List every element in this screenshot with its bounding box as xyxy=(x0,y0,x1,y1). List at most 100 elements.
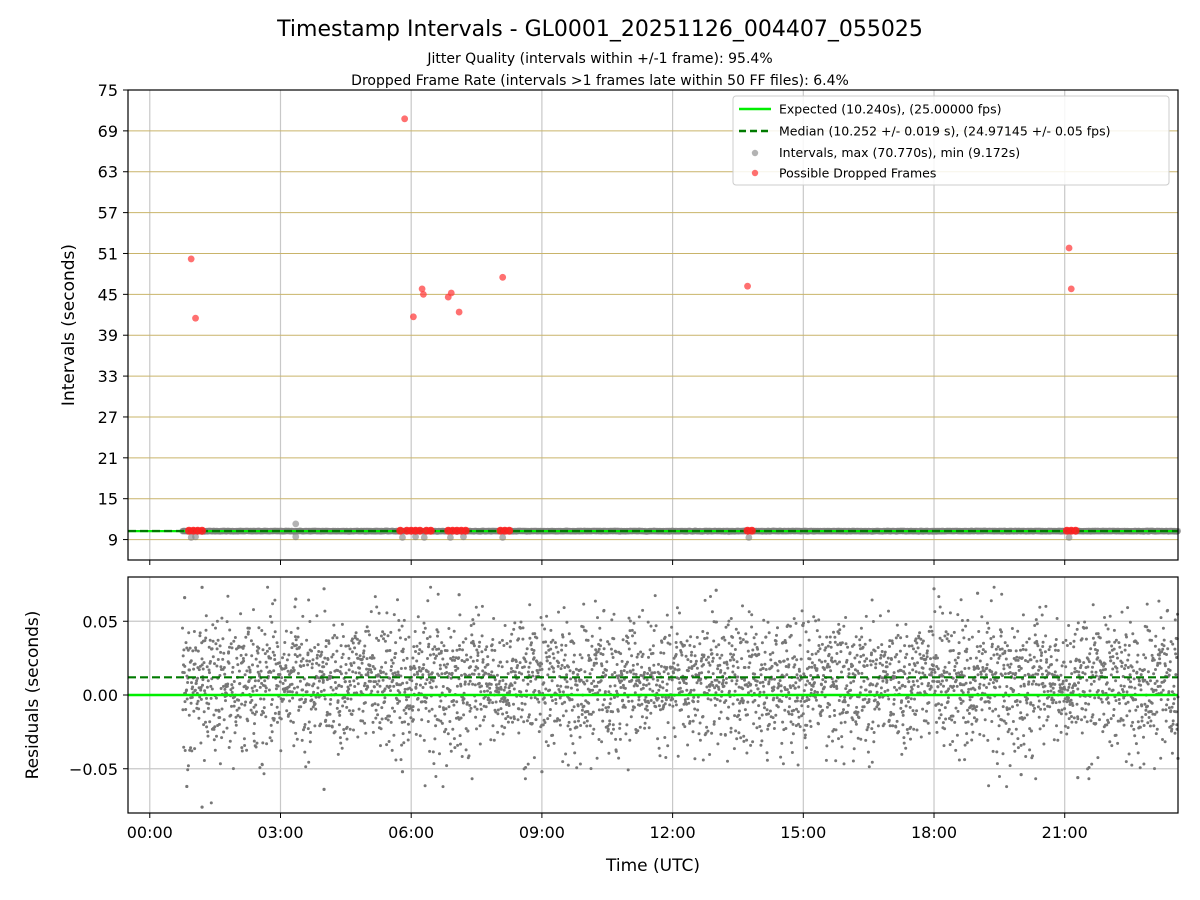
residual-point xyxy=(904,746,908,750)
residual-point xyxy=(718,656,722,660)
residual-point xyxy=(676,754,680,758)
residual-point xyxy=(607,642,611,646)
residual-point xyxy=(524,766,528,769)
residual-point xyxy=(396,598,399,602)
interval-point xyxy=(447,534,454,541)
residual-point xyxy=(828,640,832,644)
residual-point xyxy=(616,676,620,680)
residual-point xyxy=(358,666,362,670)
residual-point xyxy=(865,664,869,667)
residual-point xyxy=(497,664,501,668)
residual-point xyxy=(527,713,531,717)
residual-point xyxy=(629,715,633,719)
residual-point xyxy=(797,685,801,689)
residual-point xyxy=(554,645,558,649)
residual-point xyxy=(678,681,682,685)
residual-point xyxy=(540,623,544,627)
residual-point xyxy=(648,687,652,691)
residual-point xyxy=(651,644,655,648)
residual-point xyxy=(610,652,614,656)
residual-point xyxy=(687,666,691,670)
residual-point xyxy=(721,681,725,685)
residual-point xyxy=(532,649,536,652)
residual-point xyxy=(559,667,563,671)
residual-point xyxy=(223,672,227,676)
residual-point xyxy=(292,686,296,690)
residual-point xyxy=(687,701,691,705)
residual-point xyxy=(900,752,904,756)
residual-point xyxy=(425,696,429,700)
interval-point xyxy=(292,533,300,541)
residual-point xyxy=(405,698,408,702)
residual-point xyxy=(862,653,865,657)
residual-point xyxy=(294,643,298,647)
residual-point xyxy=(851,664,855,668)
residual-point xyxy=(200,657,204,661)
residual-point xyxy=(738,636,742,640)
residual-point xyxy=(426,599,430,603)
residual-point xyxy=(438,667,442,671)
residual-point xyxy=(698,738,702,742)
residual-point xyxy=(288,712,292,715)
residual-point xyxy=(771,651,775,655)
residual-point xyxy=(917,671,921,675)
residual-point xyxy=(273,598,277,602)
residual-point xyxy=(317,679,321,683)
residual-point xyxy=(765,708,769,712)
residual-point xyxy=(544,687,548,691)
residual-point xyxy=(645,704,649,708)
residual-point xyxy=(313,724,317,728)
residual-point xyxy=(737,713,741,717)
residual-point xyxy=(398,636,402,640)
residual-point xyxy=(212,738,216,742)
residual-point xyxy=(789,720,793,724)
residual-point xyxy=(772,696,776,700)
residual-point xyxy=(390,658,394,662)
residual-point xyxy=(492,617,496,620)
residual-point xyxy=(251,689,255,693)
residual-point xyxy=(376,703,380,707)
residual-point xyxy=(201,667,205,671)
residual-point xyxy=(507,701,511,705)
residual-point xyxy=(652,629,656,632)
residual-point xyxy=(483,715,487,719)
residual-point xyxy=(848,651,852,655)
residual-point xyxy=(490,643,494,647)
residual-point xyxy=(780,673,784,677)
residual-point xyxy=(707,688,711,692)
residual-point xyxy=(565,673,569,677)
residual-point xyxy=(839,650,843,654)
residual-point xyxy=(492,738,496,742)
residual-point xyxy=(339,665,343,669)
residual-point xyxy=(633,631,637,635)
residual-point xyxy=(291,696,295,700)
residual-point xyxy=(840,670,843,674)
residual-point xyxy=(668,633,671,637)
residual-point xyxy=(760,663,764,667)
residual-point xyxy=(365,657,369,661)
residual-point xyxy=(630,678,634,682)
residual-point xyxy=(657,662,660,666)
dropped-frame-point xyxy=(415,526,424,535)
residual-point xyxy=(481,660,485,664)
residual-point xyxy=(233,636,237,639)
residual-point xyxy=(857,716,861,720)
residual-point xyxy=(740,657,744,661)
residual-point xyxy=(405,656,409,660)
residual-point xyxy=(279,717,283,721)
residual-point xyxy=(418,734,422,738)
residual-point xyxy=(767,631,771,635)
residual-point xyxy=(836,643,840,647)
residual-point xyxy=(545,659,549,663)
residual-point xyxy=(388,649,392,652)
residual-point xyxy=(591,688,595,692)
residual-point xyxy=(596,616,599,620)
residual-point xyxy=(909,737,912,741)
residual-point xyxy=(431,679,435,683)
residual-point xyxy=(335,706,339,710)
residual-point xyxy=(264,715,268,719)
residual-point xyxy=(473,683,477,687)
residual-point xyxy=(425,637,429,640)
residual-point xyxy=(741,687,745,691)
residual-point xyxy=(510,632,514,636)
